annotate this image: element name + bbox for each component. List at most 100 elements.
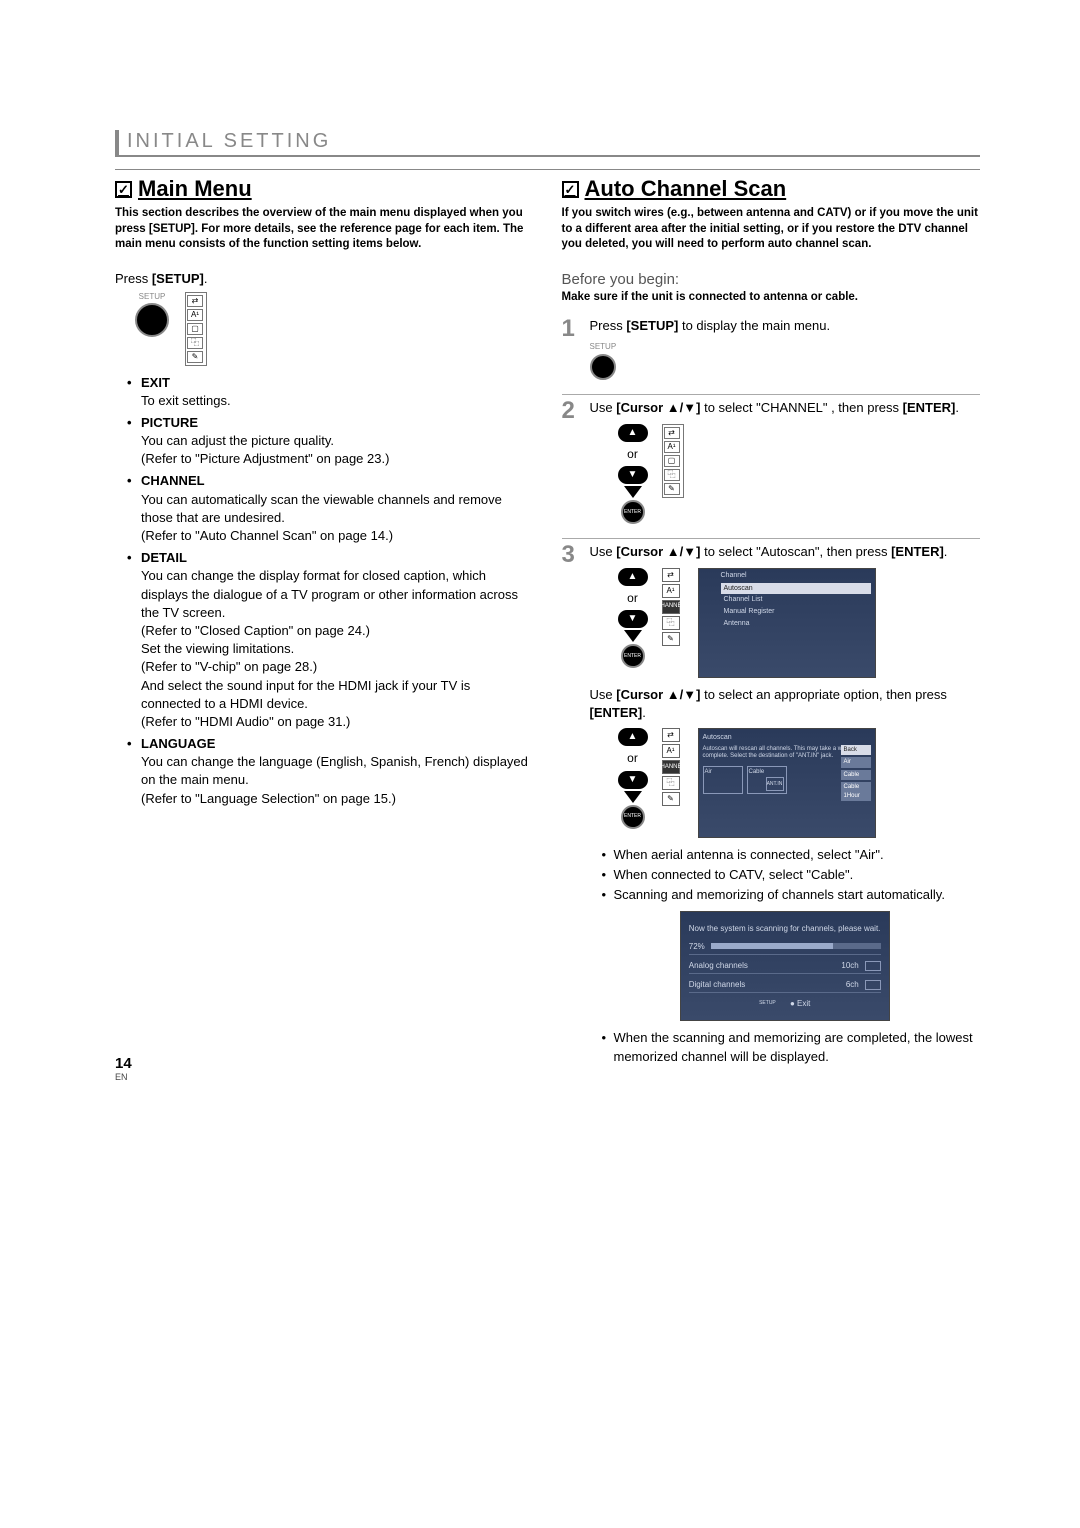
sidebar-icon: A¹ <box>662 744 680 758</box>
sidebar-icons: ⇄ A¹ CHANNEL ⿻ ✎ <box>662 568 684 646</box>
analog-row: Analog channels 10ch <box>689 958 881 974</box>
menu-icon: ⿻ <box>664 469 680 481</box>
main-menu-items-list: EXIT To exit settings. PICTURE You can a… <box>115 374 534 808</box>
step3-after-text: Use [Cursor ▲/▼] to select an appropriat… <box>590 686 981 722</box>
autoscan-header: Autoscan <box>703 733 871 743</box>
autoscan-options: Back Air Cable Cable 1Hour <box>841 745 871 801</box>
source-air: Air <box>703 766 743 794</box>
menu-icon: ⇄ <box>187 295 203 307</box>
step-2-row: 2 Use [Cursor ▲/▼] to select "CHANNEL" ,… <box>562 394 981 532</box>
before-you-begin: Before you begin: <box>562 271 981 288</box>
step-text: Use [Cursor ▲/▼] to select "CHANNEL" , t… <box>590 399 981 532</box>
menu-icon: A¹ <box>187 309 203 321</box>
section-heading: INITIAL SETTING <box>115 130 980 157</box>
setup-graphic: SETUP <box>590 341 981 380</box>
step-number: 2 <box>562 399 582 423</box>
text: to select "CHANNEL" , then press <box>700 400 902 415</box>
title-text: Auto Channel Scan <box>585 176 787 202</box>
analog-count: 10ch <box>841 960 858 971</box>
bold-key: [ENTER] <box>590 705 643 720</box>
source-cable: Cable ANT.IN <box>747 766 787 794</box>
menu-icon: ✎ <box>664 483 680 495</box>
item-name: DETAIL <box>141 550 187 565</box>
bold-key: [Cursor ▲/▼] <box>616 400 700 415</box>
sidebar-icon: ✎ <box>662 792 680 806</box>
divider <box>115 169 980 170</box>
menu-icon: ⇄ <box>664 427 680 439</box>
bold-key: [ENTER] <box>891 544 944 559</box>
label: Air <box>705 769 712 775</box>
step-number: 1 <box>562 317 582 341</box>
menu-row: Channel List <box>721 594 871 606</box>
triangle-down-icon <box>624 630 642 642</box>
press-setup-line: Press [SETUP]. <box>115 271 534 286</box>
bold-key: [SETUP] <box>152 271 204 286</box>
opt-cable: Cable <box>841 770 871 780</box>
menu-item-language: LANGUAGE You can change the language (En… <box>127 735 534 808</box>
step-text: Use [Cursor ▲/▼] to select "Autoscan", t… <box>590 543 981 1071</box>
note-cable: When connected to CATV, select "Cable". <box>602 866 981 884</box>
item-desc: You can automatically scan the viewable … <box>141 491 534 546</box>
bold-key: [Cursor ▲/▼] <box>616 687 700 702</box>
setup-label: SETUP <box>590 341 617 352</box>
setup-circle-icon <box>590 354 616 380</box>
text: . <box>944 544 948 559</box>
progress-fill <box>711 943 833 949</box>
menu-row: Antenna <box>721 618 871 630</box>
item-name: PICTURE <box>141 415 198 430</box>
scan-msg: Now the system is scanning for channels,… <box>689 921 881 936</box>
sidebar-icon: ⇄ <box>662 728 680 742</box>
main-menu-lead: This section describes the overview of t… <box>115 206 534 253</box>
menu-icon-strip: ⇄ A¹ ▢ ⿻ ✎ <box>662 424 684 498</box>
menu-icon: ✎ <box>187 351 203 363</box>
exit-row: SETUP ● Exit <box>689 996 881 1011</box>
page-lang: EN <box>115 1072 132 1082</box>
up-arrow-icon: ▲ <box>618 728 648 746</box>
bold-key: [SETUP] <box>626 318 678 333</box>
setup-button: SETUP <box>135 292 169 337</box>
enter-button: ENTER <box>621 500 645 524</box>
item-desc: You can change the display format for cl… <box>141 567 534 731</box>
analog-label: Analog channels <box>689 960 836 971</box>
checkbox-icon: ✓ <box>115 181 132 198</box>
cursor-arrows: ▲ or ▼ ENTER <box>618 424 648 525</box>
menu-item-detail: DETAIL You can change the display format… <box>127 549 534 731</box>
item-desc: You can change the language (English, Sp… <box>141 753 534 808</box>
text: Press <box>590 318 627 333</box>
enter-circle-icon: ENTER <box>621 805 645 829</box>
setup-button-graphic: SETUP ⇄ A¹ ▢ ⿻ ✎ <box>135 292 534 366</box>
sidebar-icon: ⿻ <box>662 616 680 630</box>
sidebar-icon: ⇄ <box>662 568 680 582</box>
sidebar-icons: ⇄ A¹ CHANNEL ⿻ ✎ <box>662 728 684 806</box>
scan-progress-row: 72% <box>689 939 881 955</box>
item-desc: To exit settings. <box>141 392 534 410</box>
note-auto: Scanning and memorizing of channels star… <box>602 886 981 904</box>
item-name: CHANNEL <box>141 473 205 488</box>
step-1-row: 1 Press [SETUP] to display the main menu… <box>562 313 981 388</box>
triangle-down-icon <box>624 486 642 498</box>
setup-label: SETUP <box>135 292 169 301</box>
down-arrow-icon: ▼ <box>618 771 648 789</box>
enter-circle-icon: ENTER <box>621 644 645 668</box>
menu-item-picture: PICTURE You can adjust the picture quali… <box>127 414 534 469</box>
sidebar-icon: ✎ <box>662 632 680 646</box>
tv-screen-wrap: ⇄ A¹ CHANNEL ⿻ ✎ Autoscan Autoscan will … <box>662 728 876 838</box>
text: to select "Autoscan", then press <box>700 544 891 559</box>
before-note: Make sure if the unit is connected to an… <box>562 290 981 306</box>
cursor-arrows: ▲ or ▼ ENTER <box>618 728 648 829</box>
digital-count: 6ch <box>846 979 859 990</box>
text: . <box>204 271 208 286</box>
step-text: Press [SETUP] to display the main menu. … <box>590 317 981 388</box>
down-arrow-icon: ▼ <box>618 466 648 484</box>
step3-graphic-1: ▲ or ▼ ENTER ⇄ A¹ CHANNEL ⿻ <box>618 568 981 678</box>
digital-label: Digital channels <box>689 979 840 990</box>
enter-circle-icon: ENTER <box>621 500 645 524</box>
item-desc: You can adjust the picture quality. (Ref… <box>141 432 534 468</box>
up-arrow-icon: ▲ <box>618 424 648 442</box>
opt-back: Back <box>841 745 871 755</box>
screen-header: Channel <box>721 571 747 581</box>
or-label: or <box>627 446 638 463</box>
text: to display the main menu. <box>678 318 830 333</box>
cursor-arrows: ▲ or ▼ ENTER <box>618 568 648 669</box>
channel-box-icon <box>865 980 881 990</box>
